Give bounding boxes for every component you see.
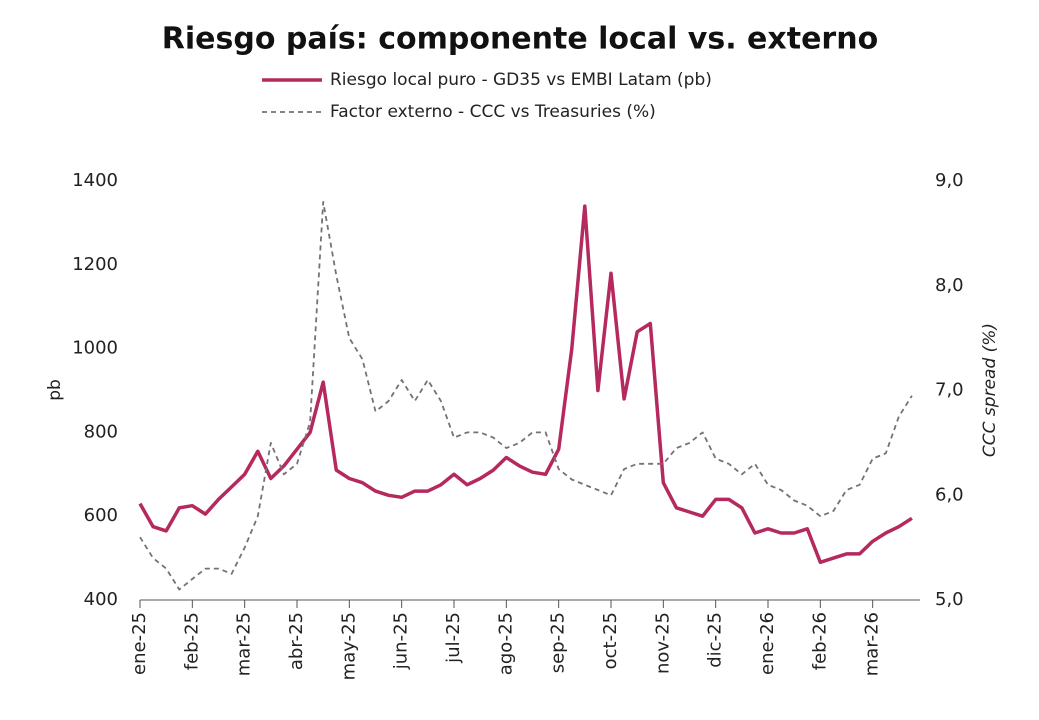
legend-label: Factor externo - CCC vs Treasuries (%) <box>330 102 656 122</box>
y2-tick-label: 5,0 <box>935 589 964 610</box>
series-line <box>139 201 913 591</box>
y2-axis-label: CCC spread (%) <box>980 323 1000 457</box>
y-tick-label: 400 <box>84 589 118 610</box>
x-tick-label: ene-26 <box>757 612 778 675</box>
x-tick-label: feb-26 <box>809 612 830 670</box>
x-tick-label: ene-25 <box>129 612 150 675</box>
x-tick-label: ago-25 <box>495 612 516 675</box>
x-tick-label: feb-25 <box>181 612 202 670</box>
x-tick-label: mar-25 <box>234 612 255 676</box>
chart-title: Riesgo país: componente local vs. extern… <box>162 22 878 57</box>
x-tick-label: dic-25 <box>705 612 726 668</box>
y2-tick-label: 8,0 <box>935 275 964 296</box>
x-tick-label: sep-25 <box>548 612 569 673</box>
y2-tick-label: 9,0 <box>935 170 964 191</box>
x-tick-label: jun-25 <box>391 612 412 670</box>
y-tick-label: 1000 <box>72 338 118 359</box>
y2-tick-label: 6,0 <box>935 484 964 505</box>
legend-label: Riesgo local puro - GD35 vs EMBI Latam (… <box>330 70 712 90</box>
series-line <box>138 204 913 565</box>
x-tick-label: oct-25 <box>600 612 621 669</box>
y-tick-label: 1200 <box>72 254 118 275</box>
x-tick-label: mar-26 <box>862 612 883 676</box>
y-tick-label: 600 <box>84 505 118 526</box>
x-tick-label: abr-25 <box>286 612 307 670</box>
y2-tick-label: 7,0 <box>935 380 964 401</box>
x-tick-label: jul-25 <box>443 612 464 664</box>
y-axis-label: pb <box>45 379 65 401</box>
y-tick-label: 1400 <box>72 170 118 191</box>
x-tick-label: may-25 <box>338 612 359 680</box>
x-tick-label: nov-25 <box>652 612 673 674</box>
y-tick-label: 800 <box>84 421 118 442</box>
